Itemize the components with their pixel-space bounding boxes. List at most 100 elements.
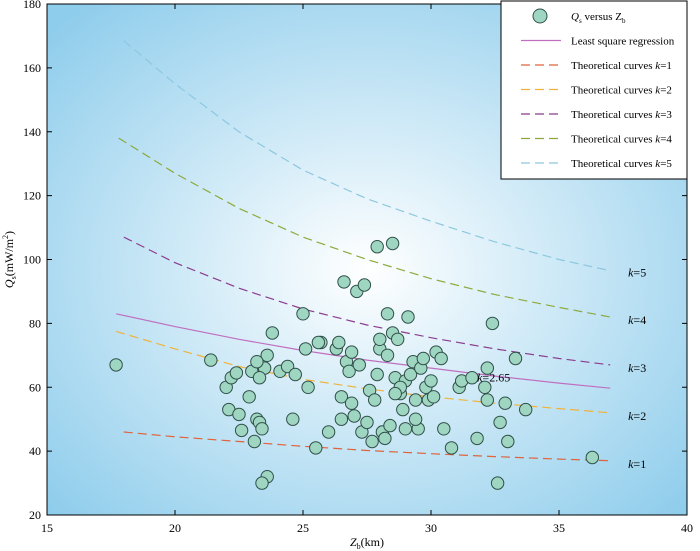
legend: Qs versus Zb Least square regression Theor… [500,0,688,180]
y-tick-label: 140 [23,125,41,139]
series-line-k1 [123,431,611,462]
data-point [252,371,267,385]
curve-label-regression: k=2.65 [477,371,510,385]
data-point [401,310,415,324]
x-tick-label: 25 [297,521,309,535]
data-point [337,275,351,289]
data-point [444,441,459,455]
data-point [370,367,384,382]
data-point [391,332,405,346]
legend-label-regression: Least square regression [571,36,675,48]
data-point [424,374,438,388]
curve-label-k1: k=1 [628,457,646,471]
legend-label-k5: Theoretical curves k=5 [571,158,672,170]
y-tick-label: 80 [29,316,41,330]
y-axis-label: Qs(mW/m2) [1,231,18,288]
data-point [250,355,264,369]
data-point [357,278,372,292]
data-point [396,402,410,417]
data-point [437,422,451,436]
data-point [493,415,507,430]
y-tick-label: 60 [29,380,41,394]
data-point [368,393,382,407]
data-point [373,332,387,346]
data-point [247,434,262,449]
data-point [370,240,384,254]
data-point [334,390,349,404]
data-point [380,348,395,362]
data-point [229,366,244,380]
data-point [332,335,346,350]
x-tick-label: 35 [553,521,565,535]
data-point [280,359,295,374]
curve-label-k5: k=5 [628,265,646,279]
data-point [408,393,423,407]
data-point [434,351,448,366]
data-point [232,407,246,422]
series-line-k4 [118,137,611,318]
series-line-k3 [123,236,611,366]
data-point [260,348,274,362]
data-point [485,316,500,331]
y-tick-label: 40 [29,444,41,458]
data-point [360,415,374,430]
legend-label-k4: Theoretical curves k=4 [571,134,672,146]
data-point [480,361,494,375]
data-point [398,422,413,436]
curve-label-k3: k=3 [628,361,646,375]
points-layer [109,236,599,490]
data-point [408,412,423,426]
data-point [508,351,523,366]
data-point [585,450,599,465]
data-point [416,351,430,366]
data-point [383,418,397,433]
data-point [288,367,302,382]
legend-label-scatter: Qs versus Zb [571,11,626,25]
data-point [286,412,300,426]
curve-label-k2: k=2 [628,409,646,423]
data-point [365,434,379,449]
data-point [255,476,269,490]
legend-marker-scatter [532,8,548,24]
y-tick-label: 160 [23,61,41,75]
data-point [478,380,492,394]
x-tick-label: 30 [425,521,437,535]
data-point [403,367,418,382]
series-line-k5 [123,40,611,272]
data-point [234,423,249,438]
y-tick-label: 100 [23,253,41,267]
data-point [465,371,479,385]
data-point [501,434,515,449]
series-line-regression [115,313,611,389]
data-point [519,402,533,417]
legend-box [500,0,688,180]
data-point [490,476,505,490]
x-tick-label: 15 [41,521,53,535]
data-point [298,342,313,356]
data-point [352,358,366,372]
curve-labels: k=5 k=4 k=3 k=2 k=1 k=2.65 [477,265,646,471]
data-point [426,390,441,404]
data-point [480,393,494,407]
data-point [378,431,392,446]
x-tick-label: 20 [169,521,181,535]
data-point [109,358,123,372]
y-tick-label: 120 [23,189,41,203]
legend-label-k3: Theoretical curves k=3 [571,109,672,121]
data-point [388,386,402,401]
y-tick-label: 180 [23,0,41,11]
curve-label-k4: k=4 [628,313,646,327]
data-point [296,307,310,321]
data-point [334,412,349,426]
x-tick-label: 40 [681,521,693,535]
data-point [309,441,323,455]
data-point [498,396,512,410]
legend-label-k2: Theoretical curves k=2 [571,85,672,97]
data-point [470,431,484,446]
data-point [242,390,256,404]
data-point [342,364,356,378]
data-point [204,353,218,367]
